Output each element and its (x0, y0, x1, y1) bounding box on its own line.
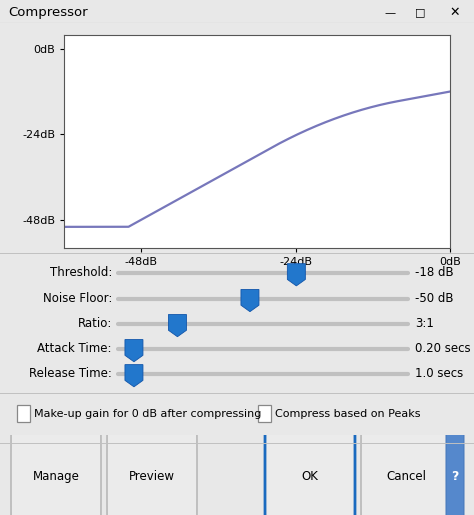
Text: Noise Floor:: Noise Floor: (43, 293, 112, 305)
Text: ?: ? (451, 470, 459, 483)
Text: Preview: Preview (129, 470, 175, 483)
Polygon shape (168, 315, 186, 337)
Text: 3:1: 3:1 (415, 317, 434, 330)
Text: 0.20 secs: 0.20 secs (415, 342, 471, 355)
Polygon shape (241, 289, 259, 312)
Text: OK: OK (301, 470, 319, 483)
Bar (17, 405, 30, 422)
Polygon shape (287, 264, 305, 286)
Text: □: □ (415, 8, 425, 18)
Text: Compress based on Peaks: Compress based on Peaks (275, 409, 420, 419)
Text: Ratio:: Ratio: (78, 317, 112, 330)
Polygon shape (125, 365, 143, 387)
Text: Attack Time:: Attack Time: (37, 342, 112, 355)
Text: Make-up gain for 0 dB after compressing: Make-up gain for 0 dB after compressing (34, 409, 261, 419)
FancyBboxPatch shape (361, 376, 451, 515)
Text: —: — (384, 8, 396, 18)
FancyBboxPatch shape (11, 376, 101, 515)
Text: Release Time:: Release Time: (29, 367, 112, 381)
Circle shape (446, 0, 464, 515)
Text: -18 dB: -18 dB (415, 266, 454, 280)
Text: 1.0 secs: 1.0 secs (415, 367, 463, 381)
Text: Cancel: Cancel (386, 470, 426, 483)
Polygon shape (125, 339, 143, 362)
Text: Threshold:: Threshold: (50, 266, 112, 280)
Text: ✕: ✕ (450, 6, 460, 19)
FancyBboxPatch shape (265, 376, 355, 515)
Bar (258, 405, 271, 422)
FancyBboxPatch shape (107, 376, 197, 515)
Text: Compressor: Compressor (8, 6, 88, 19)
Text: Manage: Manage (33, 470, 80, 483)
Text: -50 dB: -50 dB (415, 293, 454, 305)
